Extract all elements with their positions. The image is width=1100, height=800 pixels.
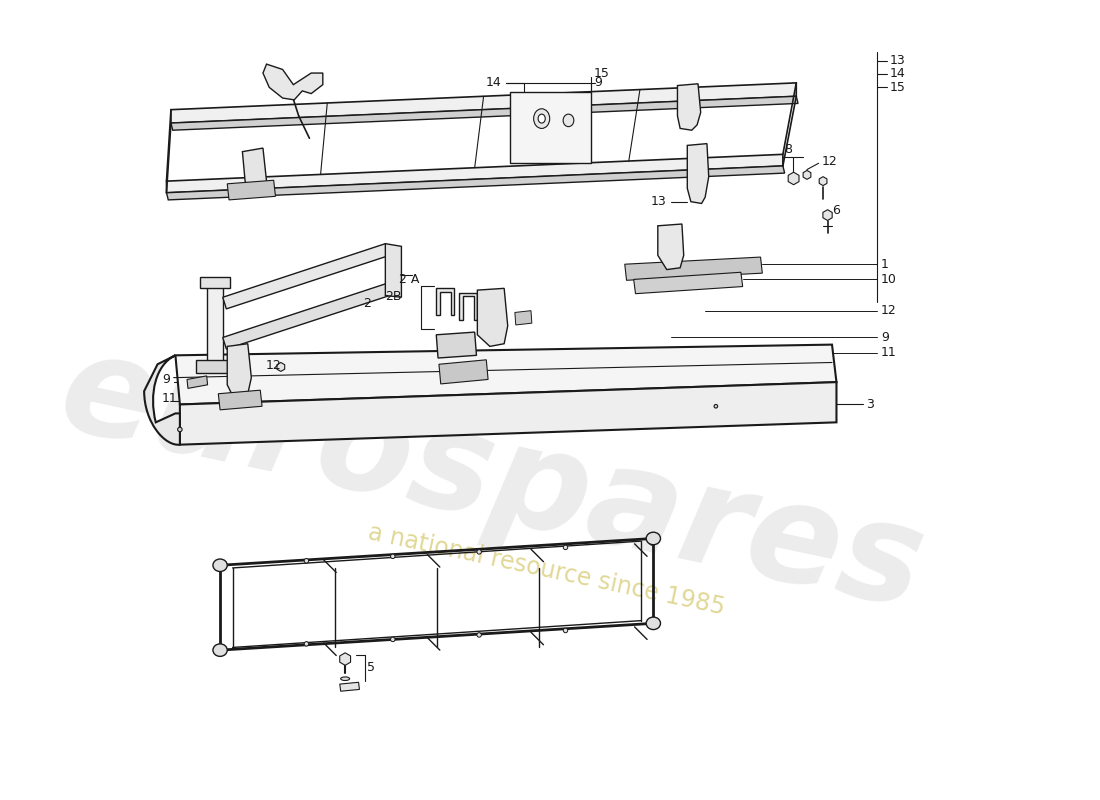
Text: 2B: 2B bbox=[385, 290, 402, 303]
Text: 8: 8 bbox=[784, 143, 792, 156]
Polygon shape bbox=[515, 310, 532, 325]
Text: 5: 5 bbox=[367, 662, 375, 674]
Polygon shape bbox=[625, 257, 762, 280]
Polygon shape bbox=[385, 244, 402, 298]
Polygon shape bbox=[187, 376, 208, 388]
Text: 12: 12 bbox=[881, 304, 896, 317]
Polygon shape bbox=[678, 84, 701, 130]
Text: 15: 15 bbox=[890, 81, 906, 94]
Polygon shape bbox=[180, 382, 836, 445]
Polygon shape bbox=[170, 83, 796, 123]
Ellipse shape bbox=[538, 114, 546, 123]
Ellipse shape bbox=[213, 559, 228, 571]
Polygon shape bbox=[634, 272, 742, 294]
Text: 3: 3 bbox=[866, 398, 873, 411]
Text: 14: 14 bbox=[485, 76, 502, 90]
Polygon shape bbox=[195, 362, 727, 398]
Polygon shape bbox=[437, 288, 454, 315]
Ellipse shape bbox=[650, 541, 654, 545]
Polygon shape bbox=[688, 144, 708, 203]
Text: 12: 12 bbox=[822, 155, 837, 168]
Text: 13: 13 bbox=[890, 54, 905, 67]
Polygon shape bbox=[477, 288, 508, 346]
Polygon shape bbox=[460, 293, 477, 320]
Polygon shape bbox=[803, 170, 811, 179]
Ellipse shape bbox=[305, 642, 309, 646]
Polygon shape bbox=[277, 362, 285, 371]
Text: 12: 12 bbox=[265, 358, 282, 372]
Polygon shape bbox=[228, 344, 251, 398]
Polygon shape bbox=[658, 224, 684, 270]
Polygon shape bbox=[223, 284, 389, 349]
Ellipse shape bbox=[477, 633, 482, 637]
Text: 1: 1 bbox=[881, 258, 889, 270]
Ellipse shape bbox=[714, 405, 717, 408]
Polygon shape bbox=[820, 177, 827, 186]
Polygon shape bbox=[228, 180, 275, 200]
Polygon shape bbox=[196, 360, 235, 374]
Ellipse shape bbox=[477, 550, 482, 554]
Polygon shape bbox=[166, 166, 784, 200]
Text: 2: 2 bbox=[363, 297, 371, 310]
Text: 11: 11 bbox=[162, 392, 178, 405]
Text: 9: 9 bbox=[594, 76, 603, 90]
Text: 11: 11 bbox=[881, 346, 896, 359]
Polygon shape bbox=[175, 345, 836, 405]
Ellipse shape bbox=[390, 637, 395, 642]
Ellipse shape bbox=[305, 558, 309, 563]
Ellipse shape bbox=[178, 427, 183, 432]
PathPatch shape bbox=[144, 355, 180, 445]
Ellipse shape bbox=[563, 628, 568, 633]
Text: 9: 9 bbox=[162, 373, 169, 386]
Text: 13: 13 bbox=[651, 195, 667, 208]
Polygon shape bbox=[218, 390, 262, 410]
Polygon shape bbox=[170, 96, 799, 130]
Text: eurospares: eurospares bbox=[50, 323, 936, 638]
Polygon shape bbox=[199, 277, 230, 288]
Text: a national resource since 1985: a national resource since 1985 bbox=[365, 520, 727, 619]
Ellipse shape bbox=[390, 554, 395, 558]
Polygon shape bbox=[823, 210, 833, 221]
Polygon shape bbox=[340, 682, 360, 691]
Ellipse shape bbox=[650, 624, 654, 628]
Text: 10: 10 bbox=[881, 273, 896, 286]
Polygon shape bbox=[242, 148, 266, 194]
Text: 9: 9 bbox=[881, 331, 889, 344]
Polygon shape bbox=[263, 64, 322, 100]
Polygon shape bbox=[439, 360, 488, 384]
Ellipse shape bbox=[213, 644, 228, 656]
Text: 14: 14 bbox=[890, 67, 905, 81]
Ellipse shape bbox=[563, 114, 574, 126]
Text: 6: 6 bbox=[832, 204, 840, 217]
Polygon shape bbox=[223, 244, 389, 309]
Ellipse shape bbox=[563, 545, 568, 550]
Ellipse shape bbox=[646, 532, 660, 545]
Polygon shape bbox=[194, 354, 727, 390]
Polygon shape bbox=[789, 172, 799, 185]
Ellipse shape bbox=[646, 617, 660, 630]
Polygon shape bbox=[340, 653, 351, 666]
Ellipse shape bbox=[341, 677, 350, 681]
Polygon shape bbox=[510, 92, 591, 163]
Text: 15: 15 bbox=[594, 67, 609, 81]
Text: 2 A: 2 A bbox=[398, 273, 419, 286]
Polygon shape bbox=[207, 284, 223, 364]
Ellipse shape bbox=[534, 109, 550, 129]
Polygon shape bbox=[437, 332, 476, 358]
Polygon shape bbox=[166, 154, 783, 193]
